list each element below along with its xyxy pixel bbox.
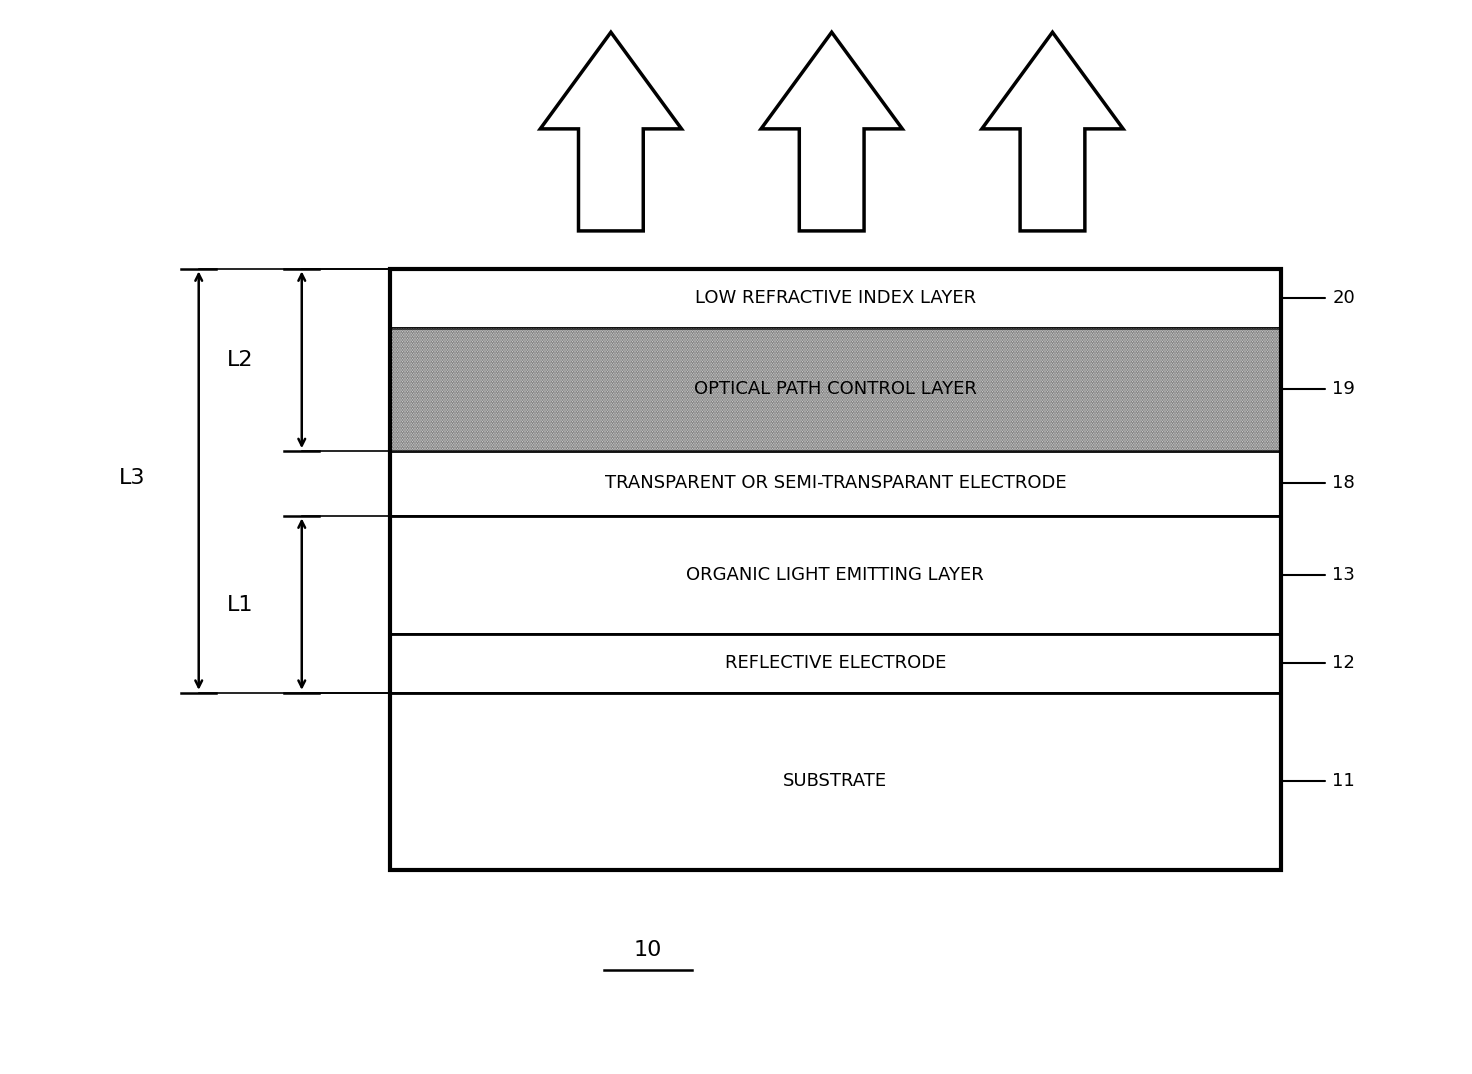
Text: 19: 19	[1332, 380, 1356, 398]
Text: 12: 12	[1332, 654, 1356, 672]
Text: LOW REFRACTIVE INDEX LAYER: LOW REFRACTIVE INDEX LAYER	[695, 289, 976, 307]
Bar	[390, 693, 1281, 870]
Bar	[390, 268, 1281, 870]
Text: 11: 11	[1332, 772, 1354, 790]
Bar	[390, 328, 1281, 451]
Text: 18: 18	[1332, 475, 1354, 492]
Text: REFLECTIVE ELECTRODE: REFLECTIVE ELECTRODE	[724, 654, 946, 672]
Text: TRANSPARENT OR SEMI-TRANSPARANT ELECTRODE: TRANSPARENT OR SEMI-TRANSPARANT ELECTROD…	[605, 475, 1066, 492]
Text: SUBSTRATE: SUBSTRATE	[783, 772, 888, 790]
Text: L2: L2	[227, 350, 253, 369]
Bar	[390, 634, 1281, 693]
Bar	[390, 451, 1281, 516]
Bar	[390, 328, 1281, 451]
Text: 13: 13	[1332, 566, 1356, 583]
Bar	[390, 268, 1281, 328]
Text: L3: L3	[119, 468, 146, 488]
Text: ORGANIC LIGHT EMITTING LAYER: ORGANIC LIGHT EMITTING LAYER	[686, 566, 985, 583]
Text: 20: 20	[1332, 289, 1354, 307]
Polygon shape	[982, 32, 1123, 231]
Text: OPTICAL PATH CONTROL LAYER: OPTICAL PATH CONTROL LAYER	[693, 380, 977, 398]
Polygon shape	[761, 32, 902, 231]
Text: L1: L1	[227, 595, 253, 614]
Polygon shape	[540, 32, 682, 231]
Bar	[390, 516, 1281, 634]
Text: 10: 10	[633, 941, 662, 960]
